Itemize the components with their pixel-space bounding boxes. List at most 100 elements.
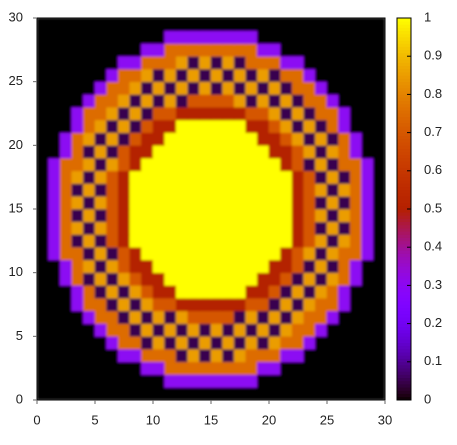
heat-cell [361,297,374,312]
heat-cell [48,285,61,299]
heat-cell [164,18,177,32]
heat-cell [152,157,165,172]
heat-cell [199,183,212,197]
heat-cell [338,81,351,95]
heat-cell [48,310,61,324]
heat-cell [37,208,49,223]
heat-cell [129,285,142,299]
heat-cell [129,106,142,121]
heat-cell [361,145,374,159]
heat-cell [373,310,385,324]
heat-cell [303,81,316,95]
colorbar-slice [397,151,411,156]
heat-cell [175,195,189,210]
y-tick-label: 25 [9,73,23,88]
heat-cell [199,170,212,184]
heat-cell [48,361,61,375]
heat-cell [152,119,165,133]
colorbar-slice [397,355,411,359]
heat-cell [326,18,339,32]
heat-cell [59,297,73,312]
y-tick-label: 5 [16,328,23,343]
heat-cell [94,259,107,273]
heat-cell [117,386,131,400]
colorbar-slice [397,230,411,235]
heat-cell [187,18,200,32]
heat-cell [303,246,316,261]
heat-cell [83,81,96,95]
colorbar-slice [397,205,411,210]
heat-cell [210,374,223,388]
heat-cell [233,272,247,286]
heat-cell [326,30,339,44]
heat-cell [245,81,258,95]
heat-cell [338,386,351,400]
heat-cell [59,68,73,82]
heat-cell [222,183,235,197]
heat-cell [59,30,73,44]
heat-cell [338,348,351,363]
heat-cell [349,94,363,108]
heat-cell [94,68,107,82]
heat-cell [257,55,270,70]
colorbar-tick-label: 0.9 [424,48,442,63]
heat-cell [48,234,61,248]
heat-cell [222,94,235,108]
heat-cell [71,55,84,70]
colorbar-slice [397,221,411,226]
heat-cell [71,119,84,133]
heat-cell [106,183,119,197]
heat-cell [59,132,73,146]
heat-cell [361,94,374,108]
heat-cell [48,55,61,70]
heat-cell [210,221,223,235]
colorbar-slice [397,20,411,25]
heat-cell [361,170,374,184]
colorbar-slice [397,68,411,73]
heat-cell [268,374,281,388]
colorbar-slice [397,380,411,385]
heat-cell [245,259,258,273]
heat-cell [349,30,363,44]
heat-cell [315,386,328,400]
heat-cell [257,323,270,337]
heat-cell [187,183,200,197]
heat-cell [71,132,84,146]
heat-cell [349,310,363,324]
colorbar-slice [397,227,411,232]
heat-cell [291,297,305,312]
colorbar-slice [397,100,411,105]
colorbar-slice [397,259,411,264]
colorbar-slice [397,323,411,328]
heat-cell [59,310,73,324]
heat-cell [152,106,165,121]
heat-cell [71,285,84,299]
heat-cell [37,145,49,159]
heat-cell [106,246,119,261]
heat-cell [303,323,316,337]
heat-cell [280,310,293,324]
heat-cell [315,55,328,70]
heat-cell [326,374,339,388]
colorbar-slice [397,361,411,366]
heat-cell [326,106,339,121]
heat-cell [373,18,385,32]
heat-cell [152,374,165,388]
heat-cell [83,18,96,32]
heat-cell [373,285,385,299]
heat-cell [59,195,73,210]
heat-cell [199,374,212,388]
colorbar-slice [397,377,411,382]
heat-cell [141,386,154,400]
heat-cell [175,323,189,337]
heat-cell [373,323,385,337]
heat-cell [94,361,107,375]
heat-cell [349,246,363,261]
heat-cell [152,94,165,108]
colorbar-slice [397,383,411,388]
colorbar-slice [397,30,411,35]
heat-cell [71,157,84,172]
heat-cell [315,297,328,312]
heat-cell [59,94,73,108]
heat-cell [129,246,142,261]
